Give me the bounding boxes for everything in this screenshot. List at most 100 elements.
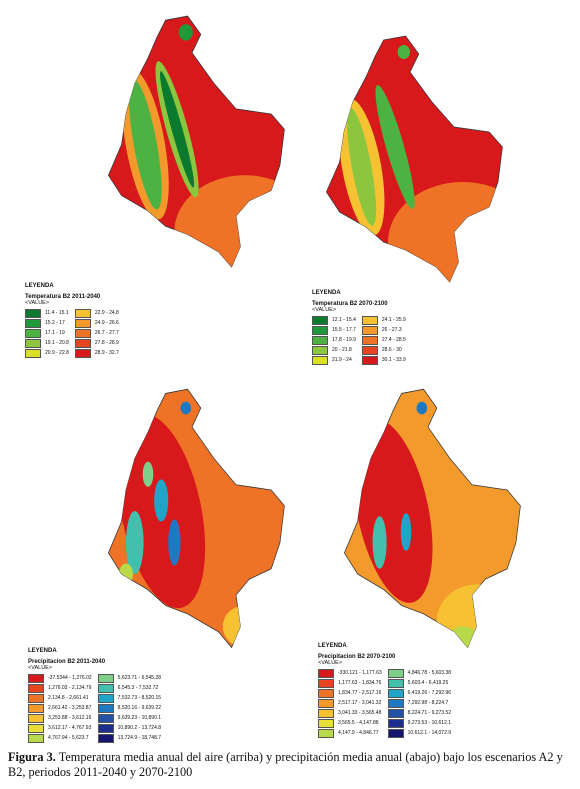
- legend-item: 13,724.9 - 18,748.7: [97, 733, 162, 743]
- legend-label: 1,276.03 - 2,134.79: [48, 685, 92, 691]
- legend-swatch: [25, 348, 41, 358]
- map-temp-2070: [325, 35, 503, 283]
- legend-swatch: [312, 345, 328, 355]
- legend-swatch: [74, 348, 91, 358]
- legend-column: 11.4 - 15.1 15.2 - 17 17.1 - 19 19.1 - 20.8…: [25, 308, 69, 358]
- legend-item: 6,419.26 - 7,292.96: [387, 688, 451, 698]
- legend-swatch: [387, 688, 404, 698]
- legend-item: 26 - 27.3: [361, 325, 406, 335]
- legend-item: 8,520.16 - 9,639.22: [97, 703, 161, 713]
- legend-item: 3,041.33 - 3,565.48: [318, 708, 382, 718]
- map-precip-2011: [107, 388, 285, 649]
- legend-label: 11.4 - 15.1: [45, 310, 69, 316]
- legend-label: 15.2 - 17: [45, 320, 65, 326]
- legend-swatch: [74, 318, 91, 328]
- legend-label: 2,661.42 - 3,253.87: [48, 705, 92, 711]
- legend-swatch: [312, 355, 328, 365]
- legend: LEYENDA Temperatura B2 2070-2100 <VALUE> 12…: [312, 290, 406, 365]
- legend: LEYENDA Precipitacion B2 2011-2040 <VALUE>…: [28, 648, 161, 743]
- legend-label: 3,565.5 - 4,147.88: [338, 720, 379, 726]
- legend-label: 26 - 27.3: [381, 327, 402, 333]
- legend-swatch: [97, 683, 114, 693]
- legend-item: 10,612.1 - 14,072.9: [387, 728, 451, 738]
- legend-swatch: [318, 728, 334, 738]
- legend-swatch: [318, 688, 334, 698]
- legend-heading: LEYENDA: [318, 643, 347, 649]
- legend-label: 19.1 - 20.8: [45, 340, 69, 346]
- legend-swatch: [97, 723, 114, 733]
- legend-column: -330.121 - 1,177.63 1,177.63 - 1,834.76 1,…: [318, 668, 382, 738]
- caption-label: Figura 3.: [8, 750, 56, 764]
- legend: LEYENDA Precipitacion B2 2070-2100 <VALUE>…: [318, 643, 451, 738]
- legend-label: 20.9 - 22.8: [45, 350, 69, 356]
- legend-item: 17.1 - 19: [25, 328, 69, 338]
- legend-label: 9,639.23 - 10,890.1: [117, 715, 162, 721]
- legend-item: 6,545.3 - 7,532.72: [97, 683, 161, 693]
- legend-item: 24.1 - 25.9: [361, 315, 406, 325]
- legend-swatch: [318, 718, 334, 728]
- legend-swatch: [361, 335, 378, 345]
- legend-item: 9,639.23 - 10,890.1: [97, 713, 162, 723]
- legend-swatch: [361, 315, 378, 325]
- legend-item: 28.6 - 30: [361, 345, 406, 355]
- legend-label: -37.5344 - 1,276.02: [48, 675, 92, 681]
- map-fill: [117, 401, 267, 648]
- legend-swatch: [97, 693, 114, 703]
- legend-label: 21.9 - 24: [332, 357, 352, 363]
- legend-item: 3,565.5 - 4,147.88: [318, 718, 382, 728]
- legend-item: 12.1 - 15.4: [312, 315, 356, 325]
- legend-label: 28.9 - 32.7: [94, 350, 119, 356]
- legend-swatch: [387, 678, 404, 688]
- legend-item: 1,177.63 - 1,834.76: [318, 678, 382, 688]
- legend-swatch: [312, 335, 328, 345]
- legend-label: 5,603.4 - 6,419.25: [407, 680, 449, 686]
- legend-item: 3,612.17 - 4,767.93: [28, 723, 92, 733]
- legend-columns: -37.5344 - 1,276.02 1,276.03 - 2,134.79 2,…: [28, 673, 161, 743]
- legend-swatch: [74, 308, 91, 318]
- legend-label: 24.9 - 26.6: [94, 320, 119, 326]
- legend-label: 15.5 - 17.7: [332, 327, 356, 333]
- legend-item: 4,846.78 - 5,603.38: [387, 668, 451, 678]
- legend-item: 27.8 - 28.9: [74, 338, 119, 348]
- legend-swatch: [318, 678, 334, 688]
- legend-value-header: <VALUE>: [28, 665, 53, 671]
- legend-label: 27.8 - 28.9: [94, 340, 119, 346]
- legend-item: 19.1 - 20.8: [25, 338, 69, 348]
- legend-swatch: [25, 328, 41, 338]
- legend-item: 2,517.17 - 3,041.32: [318, 698, 382, 708]
- legend-item: -330.121 - 1,177.63: [318, 668, 382, 678]
- legend-swatch: [28, 723, 44, 733]
- legend-item: 15.5 - 17.7: [312, 325, 356, 335]
- legend-swatch: [25, 318, 41, 328]
- legend-item: 22.9 - 24.8: [74, 308, 119, 318]
- legend-swatch: [25, 308, 41, 318]
- legend-swatch: [387, 718, 404, 728]
- legend-item: 2,134.8 - 2,661.41: [28, 693, 92, 703]
- legend-item: 24.9 - 26.6: [74, 318, 119, 328]
- legend-label: 27.4 - 28.5: [381, 337, 406, 343]
- legend-item: 30.1 - 33.9: [361, 355, 406, 365]
- legend-value-header: <VALUE>: [312, 307, 337, 313]
- legend-label: 28.6 - 30: [381, 347, 402, 353]
- legend-swatch: [74, 338, 91, 348]
- legend-swatch: [28, 693, 44, 703]
- legend-label: 26.7 - 27.7: [94, 330, 119, 336]
- map-temp-2011: [107, 15, 285, 268]
- legend-swatch: [312, 325, 328, 335]
- legend-title: Temperatura B2 2011-2040: [25, 294, 101, 300]
- legend-item: 5,603.4 - 6,419.25: [387, 678, 451, 688]
- legend-item: 20.9 - 22.8: [25, 348, 69, 358]
- legend-swatch: [312, 315, 328, 325]
- legend-label: 24.1 - 25.9: [381, 317, 406, 323]
- legend-label: 7,532.73 - 8,520.15: [117, 695, 162, 701]
- legend-item: 10,890.2 - 13,724.8: [97, 723, 161, 733]
- maps: [107, 15, 521, 649]
- legend-item: 1,276.03 - 2,134.79: [28, 683, 92, 693]
- legend-label: 13,724.9 - 18,748.7: [117, 735, 162, 741]
- legend-column: 12.1 - 15.4 15.5 - 17.7 17.8 - 19.9 20 - 21…: [312, 315, 356, 365]
- legend-item: 1,834.77 - 2,517.16: [318, 688, 382, 698]
- legend-item: 21.9 - 24: [312, 355, 356, 365]
- legend-swatch: [97, 673, 114, 683]
- legend-label: 20 - 21.8: [332, 347, 352, 353]
